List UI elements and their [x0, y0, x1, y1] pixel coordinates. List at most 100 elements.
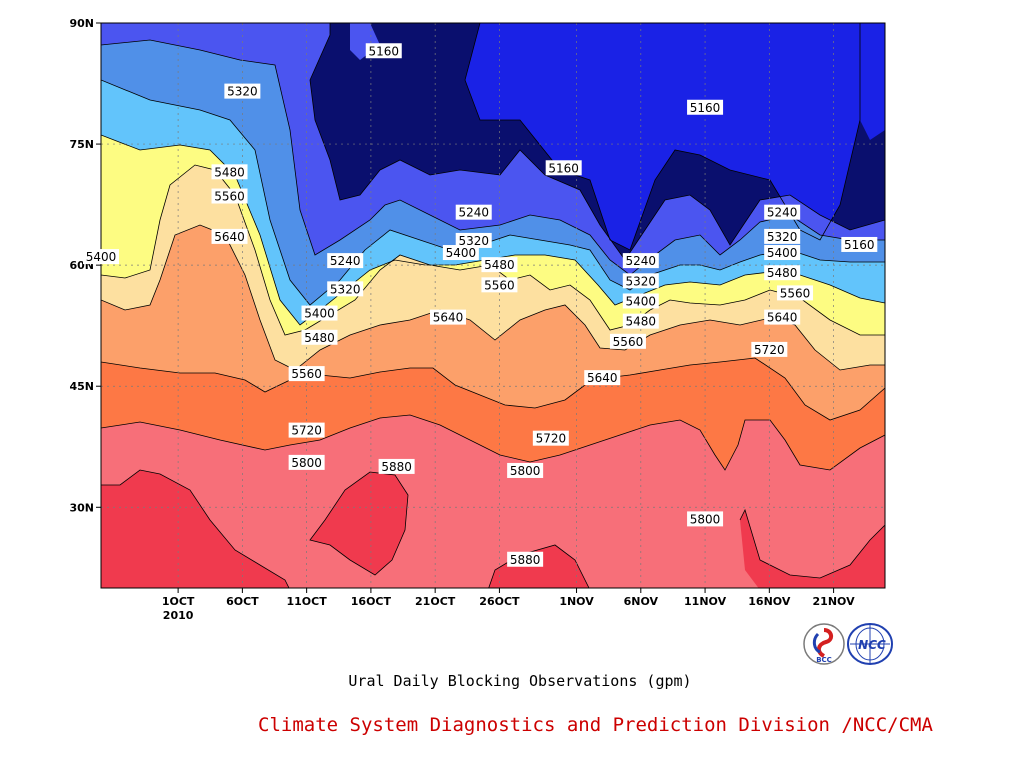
contour-label: 5160: [687, 99, 724, 115]
contour-band-5880: [101, 470, 885, 588]
contour-label: 5400: [301, 305, 338, 321]
contour-label-text: 5320: [227, 85, 258, 99]
contour-label-text: 5160: [368, 44, 399, 58]
contour-label: 5240: [764, 204, 801, 220]
contour-label: 5320: [327, 281, 364, 297]
contour-label-text: 5640: [587, 371, 618, 385]
contour-label: 5480: [764, 265, 801, 281]
contour-label: 5240: [622, 253, 659, 269]
contour-label: 5480: [481, 257, 518, 273]
contour-label: 5720: [288, 422, 325, 438]
contour-label-text: 5800: [690, 512, 721, 526]
contour-label-text: 5400: [626, 294, 657, 308]
contour-label-bg: [841, 236, 878, 252]
x-tick-label: 11OCT: [287, 595, 328, 608]
contour-label-bg: [764, 309, 801, 325]
contour-label-text: 5720: [754, 343, 785, 357]
contour-label-text: 5560: [613, 335, 644, 349]
x-tick-label: 11NOV: [684, 595, 727, 608]
contour-label-text: 5240: [767, 206, 798, 220]
svg-text:BCC: BCC: [816, 656, 832, 664]
y-tick-label: 30N: [69, 501, 94, 514]
contour-label-bg: [211, 188, 248, 204]
contour-label: 5240: [327, 253, 364, 269]
contour-label: 5320: [224, 83, 261, 99]
contour-lines: [101, 23, 885, 588]
contour-label: 5560: [211, 188, 248, 204]
contour-label: 5800: [687, 511, 724, 526]
contour-label-text: 5400: [767, 246, 798, 260]
contour-label-text: 5720: [536, 432, 567, 446]
contour-label-text: 5800: [510, 464, 541, 478]
contour-label: 5480: [211, 164, 248, 180]
svg-text:NCC: NCC: [858, 638, 886, 652]
contour-label-text: 5560: [484, 278, 515, 292]
contour-label-bg: [545, 160, 582, 176]
contour-label-text: 5880: [381, 460, 412, 474]
contour-label-bg: [442, 245, 479, 261]
contour-label-bg: [507, 462, 544, 478]
contour-label: 5400: [764, 245, 801, 261]
contour-label: 5720: [751, 341, 788, 357]
contour-label-text: 5160: [548, 161, 579, 175]
contour-label-bg: [430, 309, 467, 325]
contour-label-text: 5480: [626, 315, 657, 329]
contour-label-bg: [224, 83, 261, 99]
contour-labels: 5160 5320 5160 5480 5160 5560 5240 5240 5640 5320…: [83, 43, 878, 567]
x-tick-label: 1NOV: [559, 595, 594, 608]
contour-label: 5720: [532, 430, 569, 446]
contour-label-bg: [288, 422, 325, 438]
contour-label-text: 5240: [458, 206, 489, 220]
y-tick-label: 45N: [69, 380, 94, 393]
contour-label-text: 5400: [86, 250, 117, 264]
contour-label-text: 5720: [291, 424, 322, 438]
contour-band-5160: [101, 23, 885, 250]
contour-label-text: 5480: [214, 165, 245, 179]
contour-label: 5320: [622, 273, 659, 289]
credit-text: Climate System Diagnostics and Predictio…: [258, 714, 933, 736]
contour-label: 5480: [622, 313, 659, 329]
chart-title: Ural Daily Blocking Observations (gpm): [348, 672, 692, 690]
contour-label-text: 5160: [690, 101, 721, 115]
contour-label: 5320: [764, 228, 801, 244]
contour-label-bg: [609, 333, 646, 349]
contour-label-bg: [532, 430, 569, 446]
contour-label: 5800: [288, 454, 325, 470]
contour-label: 5880: [378, 458, 415, 474]
contour-label-text: 5560: [780, 286, 811, 300]
contour-label: 5560: [288, 366, 325, 382]
contour-label-bg: [365, 43, 402, 59]
x-tick-label: 26OCT: [479, 595, 520, 608]
contour-label: 5880: [507, 551, 544, 567]
y-tick-label: 75N: [69, 138, 94, 151]
x-year-label: 2010: [163, 609, 194, 622]
contour-label-text: 5560: [291, 367, 322, 381]
contour-label-bg: [777, 285, 814, 301]
contour-label: 5640: [211, 228, 248, 244]
contour-label-text: 5480: [304, 331, 335, 345]
contour-label: 5400: [83, 249, 119, 264]
contour-label-text: 5400: [446, 246, 477, 260]
contour-label: 5400: [622, 293, 659, 309]
contour-label-bg: [378, 458, 415, 474]
contour-label-bg: [83, 249, 119, 265]
x-tick-label: 21OCT: [415, 595, 456, 608]
contour-label: 5240: [455, 204, 492, 220]
contour-label-bg: [288, 366, 325, 382]
contour-label-text: 5320: [458, 234, 489, 248]
contour-label-text: 5640: [767, 311, 798, 325]
contour-label: 5160: [841, 236, 878, 252]
contour-label-text: 5640: [433, 311, 464, 325]
contour-label-bg: [301, 329, 338, 345]
contour-label: 5560: [481, 277, 518, 293]
contour-label-bg: [764, 265, 801, 281]
contour-label: 5320: [455, 232, 492, 248]
contour-label: 5560: [609, 333, 646, 349]
x-tick-label: 6OCT: [226, 595, 259, 608]
contour-label-bg: [327, 253, 364, 269]
contour-label-text: 5320: [626, 274, 657, 288]
contour-label-text: 5240: [330, 254, 361, 268]
